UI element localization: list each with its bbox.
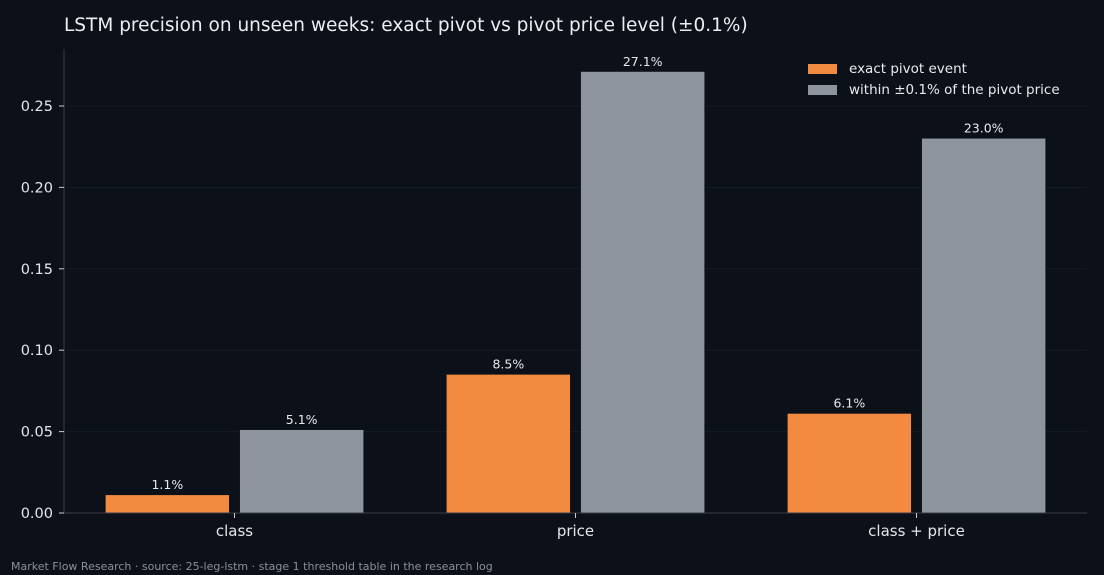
- bar-value-label: 27.1%: [623, 54, 663, 69]
- legend-item-exact-pivot: exact pivot event: [808, 58, 1060, 79]
- legend-swatch-within-range: [808, 84, 837, 95]
- footer-source-note: Market Flow Research · source: 25-leg-ls…: [11, 560, 493, 573]
- y-tick-label: 0.10: [21, 343, 53, 359]
- x-tick-label: price: [557, 522, 594, 540]
- y-tick-label: 0.15: [21, 262, 53, 278]
- bar-within-range-1: [580, 71, 705, 514]
- bar-exact-pivot-0: [105, 495, 230, 513]
- y-axis-ticks: 0.00 0.05 0.10 0.15 0.20 0.25: [21, 99, 64, 522]
- bar-value-label: 1.1%: [151, 477, 183, 492]
- chart-title: LSTM precision on unseen weeks: exact pi…: [64, 15, 748, 36]
- bar-exact-pivot-2: [787, 413, 912, 513]
- x-tick-label: class + price: [868, 522, 965, 540]
- legend-item-within-range: within ±0.1% of the pivot price: [808, 79, 1060, 100]
- x-tick-label: class: [216, 522, 253, 540]
- bar-labels: 1.1% 5.1% 8.5% 27.1% 6.1% 23.0%: [151, 54, 1003, 492]
- legend-swatch-exact-pivot: [808, 63, 837, 74]
- bar-within-range-2: [921, 138, 1046, 513]
- bar-value-label: 5.1%: [286, 412, 318, 427]
- grid-lines: [64, 105, 1087, 433]
- x-axis-ticks: class price class + price: [216, 513, 965, 540]
- bar-value-label: 6.1%: [833, 396, 865, 411]
- legend-label-within-range: within ±0.1% of the pivot price: [849, 81, 1060, 98]
- y-tick-label: 0.20: [21, 180, 53, 196]
- bar-within-range-0: [239, 429, 364, 513]
- legend: exact pivot event within ±0.1% of the pi…: [808, 58, 1060, 100]
- bar-value-label: 23.0%: [964, 121, 1004, 136]
- y-tick-label: 0.00: [21, 506, 53, 522]
- bar-exact-pivot-1: [446, 374, 571, 513]
- bars: [105, 71, 1046, 514]
- y-tick-label: 0.25: [21, 99, 53, 115]
- legend-label-exact-pivot: exact pivot event: [849, 60, 967, 77]
- y-tick-label: 0.05: [21, 425, 53, 441]
- bar-value-label: 8.5%: [492, 357, 524, 372]
